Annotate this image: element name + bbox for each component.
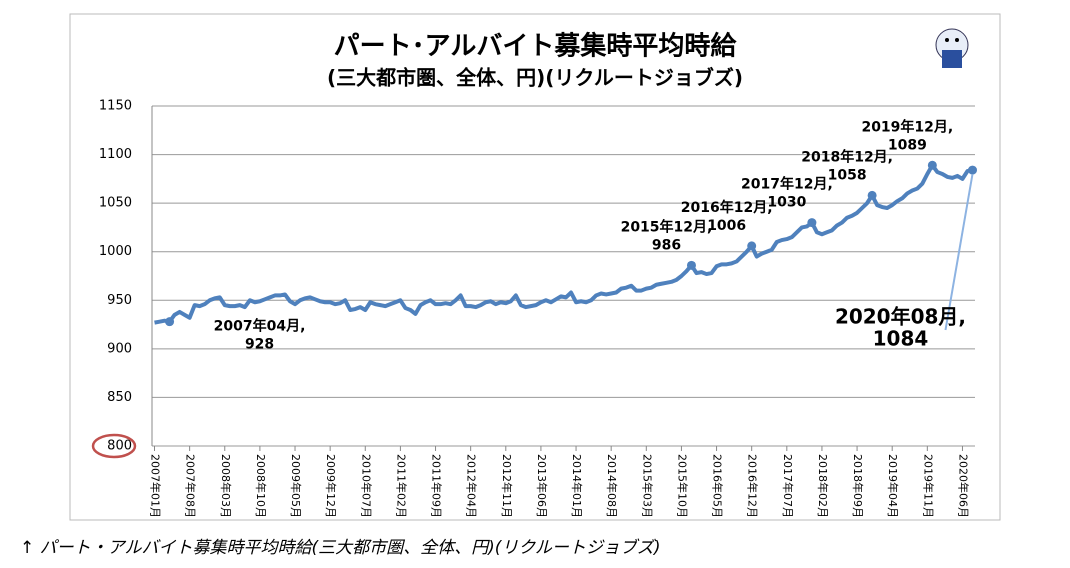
x-tick-label: 2019年04月 — [886, 454, 900, 518]
point-marker — [747, 241, 757, 251]
annotation-label: 2016年12月, — [681, 199, 773, 216]
annotation-value: 986 — [652, 237, 681, 253]
x-tick-label: 2014年01月 — [570, 454, 584, 518]
x-tick-label: 2019年11月 — [921, 454, 935, 518]
y-tick-label: 1000 — [99, 244, 132, 259]
mascot — [935, 28, 969, 68]
caption: ↑ パート・アルバイト募集時平均時給(三大都市圏、全体、円)(リクルートジョブズ… — [20, 538, 661, 558]
x-tick-label: 2016年12月 — [746, 454, 760, 518]
x-tick-label: 2018年09月 — [851, 454, 865, 518]
chart-frame — [69, 13, 1001, 521]
annotation-label: 2018年12月, — [801, 148, 893, 165]
x-tick-label: 2015年10月 — [675, 454, 689, 518]
highlight-circle — [91, 433, 137, 459]
point-marker — [867, 190, 877, 200]
x-tick-label: 2012年04月 — [465, 454, 479, 518]
y-tick-label: 850 — [107, 390, 132, 405]
annotation-label: 2007年04月, — [214, 318, 306, 335]
x-tick-label: 2011年09月 — [430, 454, 444, 518]
annotation-label: 2015年12月, — [621, 218, 713, 235]
annotation-label: 2020年08月, — [835, 305, 966, 329]
point-marker — [927, 160, 937, 170]
annotation-value: 1089 — [888, 137, 927, 153]
y-tick-label: 950 — [107, 293, 132, 308]
x-tick-label: 2008年10月 — [254, 454, 268, 518]
y-tick-label: 800 — [107, 439, 132, 454]
x-tick-label: 2007年08月 — [184, 454, 198, 518]
point-marker — [807, 218, 817, 228]
point-marker — [165, 317, 175, 327]
annotation-value: 1006 — [707, 218, 746, 234]
annotation-label: 2017年12月, — [741, 176, 833, 193]
leader-line — [944, 173, 974, 331]
x-tick-label: 2007年01月 — [149, 454, 163, 518]
annotation-label: 2019年12月, — [861, 118, 953, 135]
x-tick-label: 2017年07月 — [781, 454, 795, 518]
point-marker — [686, 260, 696, 270]
x-tick-label: 2011年02月 — [394, 454, 408, 518]
x-tick-label: 2013年06月 — [535, 454, 549, 518]
x-tick-label: 2016年05月 — [711, 454, 725, 518]
y-tick-label: 1100 — [99, 147, 132, 162]
data-line — [154, 163, 973, 325]
x-tick-label: 2020年06月 — [956, 454, 970, 518]
x-tick-label: 2010年07月 — [359, 454, 373, 518]
x-tick-label: 2009年12月 — [324, 454, 338, 518]
x-tick-label: 2014年08月 — [605, 454, 619, 518]
x-tick-label: 2015年03月 — [640, 454, 654, 518]
point-marker — [967, 165, 977, 175]
y-tick-label: 1150 — [99, 99, 132, 114]
chart-title: パート･アルバイト募集時平均時給 — [334, 31, 738, 62]
chart-subtitle: (三大都市圏、全体、円)(リクルートジョブズ) — [327, 66, 743, 90]
y-tick-label: 900 — [107, 341, 132, 356]
annotation-value: 1084 — [873, 327, 929, 351]
y-tick-label: 1050 — [99, 196, 132, 211]
annotation-value: 1058 — [828, 167, 867, 183]
x-tick-label: 2018年02月 — [816, 454, 830, 518]
x-tick-label: 2009年05月 — [289, 454, 303, 518]
annotation-value: 1030 — [767, 195, 806, 211]
annotation-value: 928 — [245, 337, 274, 353]
x-tick-label: 2012年11月 — [500, 454, 514, 518]
x-tick-label: 2008年03月 — [219, 454, 233, 518]
